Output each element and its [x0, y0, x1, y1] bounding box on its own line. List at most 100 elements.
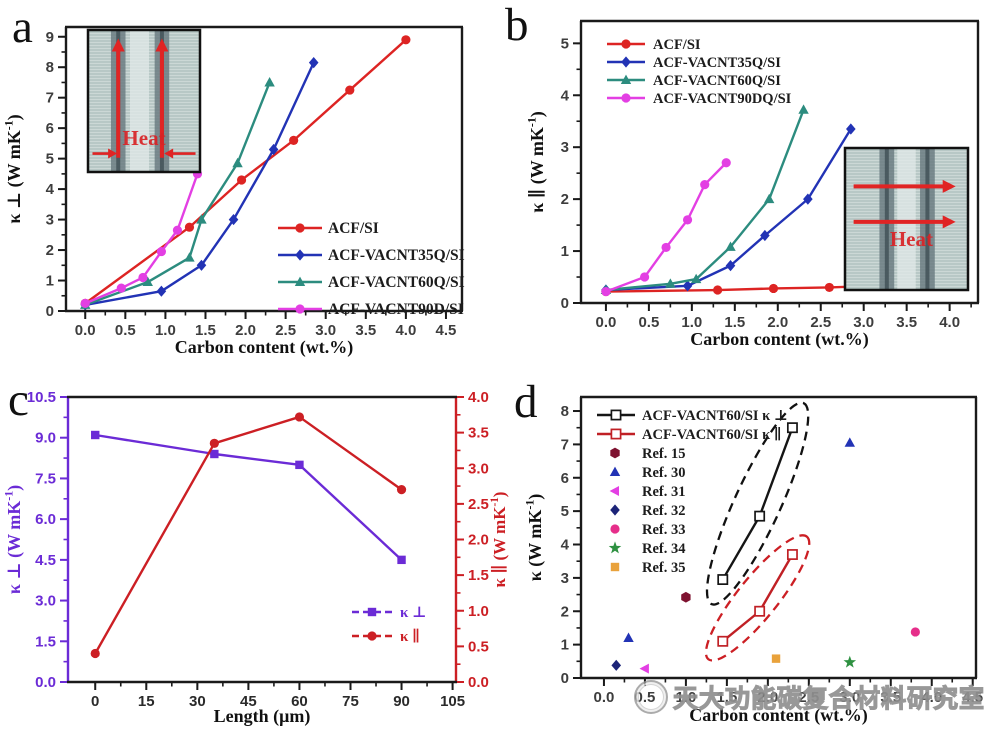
axis-title: κ ⊥ (W mK-1) — [1, 114, 25, 223]
watermark-logo-icon — [634, 680, 668, 714]
legend-label: ACF-VACNT60/SI κ ⊥ — [642, 408, 788, 424]
x-tick-label: 0.5 — [638, 314, 659, 331]
legend-label: ACF-VACNT60Q/SI — [328, 274, 465, 291]
x-tick-label: 3.0 — [315, 322, 336, 339]
x-tick-label: 2.0 — [767, 314, 788, 331]
legend: ACF-VACNT60/SI κ ⊥ ACF-VACNT60/SI κ ∥ Ref.… — [597, 408, 788, 576]
marker-triangle-left — [639, 663, 649, 674]
legend-label: ACF-VACNT35Q/SI — [653, 55, 781, 71]
marker-diamond — [760, 229, 770, 242]
x-tick-label: 3.5 — [880, 689, 901, 706]
y-tick-label: 2 — [46, 242, 54, 259]
y-tick-label: 6.0 — [35, 511, 56, 528]
marker-diamond — [621, 56, 631, 68]
marker-diamond — [268, 143, 279, 156]
marker-triangle-up — [294, 276, 306, 286]
x-tick-label: 4.5 — [436, 322, 457, 339]
x-tick-label: 2.5 — [810, 314, 831, 331]
marker-open-square — [717, 635, 729, 647]
marker-triangle-up — [609, 466, 621, 476]
y-right-tick-label: 2.5 — [468, 496, 489, 513]
legend-label: ACF-VACNT60Q/SI — [653, 73, 781, 89]
marker-triangle-up — [763, 193, 775, 204]
y-tick-label: 3 — [561, 139, 569, 156]
y-tick-label: 6 — [561, 470, 569, 487]
legend-label: ACF-VACNT90D/SI — [328, 301, 464, 318]
marker-circle — [401, 35, 411, 45]
x-tick-label: 0.5 — [115, 322, 136, 339]
marker-hexagon — [681, 591, 691, 603]
marker-circle — [184, 222, 195, 232]
marker-open-square — [754, 605, 766, 617]
marker-open-square — [754, 510, 766, 522]
y-tick-label: 9 — [46, 29, 54, 46]
marker-circle — [116, 283, 126, 293]
legend: ACF/SI ACF-VACNT35Q/SI ACF-VACNT60Q/SI ACF-… — [278, 220, 465, 318]
x-tick-label: 1.5 — [716, 689, 737, 706]
y-tick-label: 3.0 — [35, 593, 56, 610]
y-right-tick-label: 4.0 — [468, 389, 489, 406]
series-line — [605, 109, 805, 292]
series-line — [94, 415, 403, 655]
x-tick-label: 60 — [291, 693, 308, 710]
highlight-ellipse — [704, 534, 811, 662]
marker-diamond — [725, 260, 736, 272]
marker-circle — [156, 246, 166, 257]
marker-open-square — [786, 549, 798, 560]
watermark-text: 天大功能碳复合材料研究室 — [672, 683, 986, 713]
x-tick-label: 2.5 — [798, 689, 819, 706]
y-tick-label: 5 — [561, 503, 569, 520]
panel-letter-c: c — [8, 374, 29, 426]
axis-title: Carbon content (wt.%) — [689, 705, 867, 726]
arrow-head-icon — [111, 38, 125, 52]
marker-circle — [601, 286, 611, 297]
legend-label: Ref. 15 — [642, 446, 686, 462]
marker-circle — [621, 93, 631, 103]
marker-diamond — [196, 259, 207, 271]
plot-area: 0.0 0.5 1.0 1.5 2.0 2.5 3.0 3.5 4.0 0 1 2 3 4 5 — [561, 19, 980, 331]
x-tick-label: 30 — [189, 693, 206, 710]
marker-triangle-up — [264, 77, 275, 87]
legend-label: ACF-VACNT60/SI κ ∥ — [642, 427, 782, 443]
marker-open-square — [610, 409, 622, 421]
series-line — [605, 161, 728, 293]
axis-title: κ ∥ (W mK-1) — [489, 492, 509, 588]
y-tick-label: 7 — [46, 90, 54, 107]
marker-triangle-up — [196, 214, 207, 224]
axis-title: κ ⊥ (W mK-1) — [1, 485, 25, 594]
marker-diamond — [156, 285, 167, 297]
y-tick-label: 4 — [561, 537, 570, 554]
marker-circle — [661, 242, 671, 253]
series-line — [84, 82, 271, 307]
legend-label: Ref. 31 — [642, 484, 686, 500]
highlight-ellipse — [705, 401, 810, 606]
series-line — [84, 173, 199, 305]
marker-square — [771, 654, 781, 663]
marker-triangle-up — [623, 632, 634, 642]
axis-title: Carbon content (wt.%) — [175, 337, 353, 358]
marker-diamond — [610, 504, 620, 516]
marker-diamond — [611, 659, 622, 671]
panel-letter-b: b — [505, 0, 529, 51]
marker-triangle-left — [609, 486, 619, 496]
watermark: 天大功能碳复合材料研究室 — [634, 679, 985, 715]
marker-square — [367, 607, 377, 617]
marker-triangle-up — [142, 276, 153, 287]
marker-circle — [367, 631, 377, 641]
axis-title: κ ∥ (W mK-1) — [524, 111, 548, 213]
y-tick-label: 3 — [561, 570, 569, 587]
y-right-tick-label: 3.5 — [468, 425, 489, 442]
marker-triangle-up — [844, 437, 855, 447]
micrograph-inset: Heat — [86, 28, 202, 174]
x-tick-label: 4.0 — [395, 322, 416, 339]
marker-circle — [345, 85, 355, 95]
x-tick-label: 0 — [91, 693, 99, 710]
marker-triangle-up — [232, 157, 243, 168]
marker-circle — [209, 438, 219, 448]
marker-diamond — [228, 213, 239, 226]
legend-label: Ref. 33 — [642, 522, 686, 538]
marker-circle — [294, 412, 305, 422]
y-tick-label: 0.0 — [35, 674, 56, 691]
